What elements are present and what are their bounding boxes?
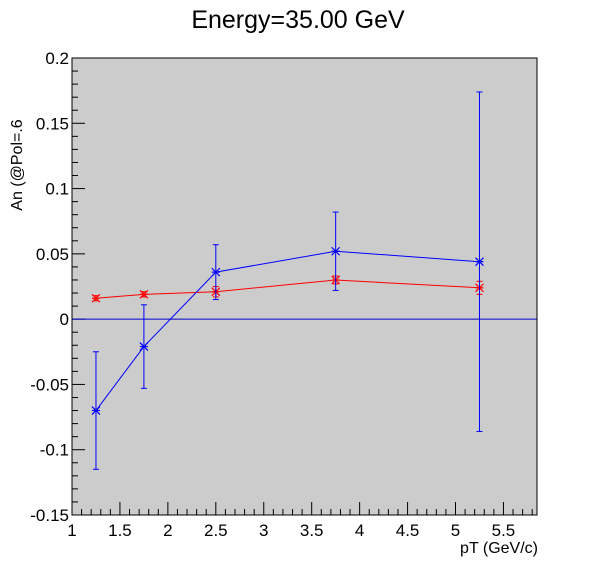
- y-tick-label: -0.15: [30, 506, 69, 525]
- y-axis-title: An (@Pol=.6: [9, 119, 26, 211]
- plot-area: [72, 58, 537, 515]
- data-point: [91, 406, 101, 415]
- y-tick-label: 0.1: [45, 180, 69, 199]
- y-tick-label: -0.1: [40, 441, 69, 460]
- x-tick-label: 3: [259, 521, 268, 540]
- chart-title: Energy=35.00 GeV: [191, 6, 405, 34]
- y-tick-label: -0.05: [30, 375, 69, 394]
- axis-tick-labels: 1 1.5 2 2.5 3 3.5 4 4.5 5 5.5 -0.15 -0.1 -0.05 0 0.05 0…: [30, 49, 515, 540]
- x-tick-label: 1: [67, 521, 76, 540]
- x-tick-label: 2.5: [204, 521, 228, 540]
- axis-ticks: [71, 57, 533, 516]
- plot-frame: [71, 57, 538, 516]
- x-tick-label: 4.5: [396, 521, 420, 540]
- data-series: [91, 91, 484, 470]
- x-tick-label: 5: [451, 521, 460, 540]
- x-tick-label: 2: [163, 521, 172, 540]
- x-tick-label: 5.5: [492, 521, 516, 540]
- y-tick-label: 0.2: [45, 49, 69, 68]
- data-point: [91, 293, 101, 303]
- x-tick-label: 3.5: [300, 521, 324, 540]
- y-tick-label: 0.15: [36, 114, 69, 133]
- data-point: [211, 267, 221, 277]
- x-tick-label: 1.5: [108, 521, 132, 540]
- x-tick-label: 4: [355, 521, 364, 540]
- y-tick-label: 0: [60, 310, 69, 329]
- x-axis-title: pT (GeV/c): [460, 540, 538, 557]
- data-point: [475, 257, 484, 267]
- series-1: [91, 91, 484, 470]
- data-point: [331, 246, 341, 256]
- data-point: [139, 289, 149, 299]
- data-point: [139, 342, 149, 351]
- y-tick-label: 0.05: [36, 245, 69, 264]
